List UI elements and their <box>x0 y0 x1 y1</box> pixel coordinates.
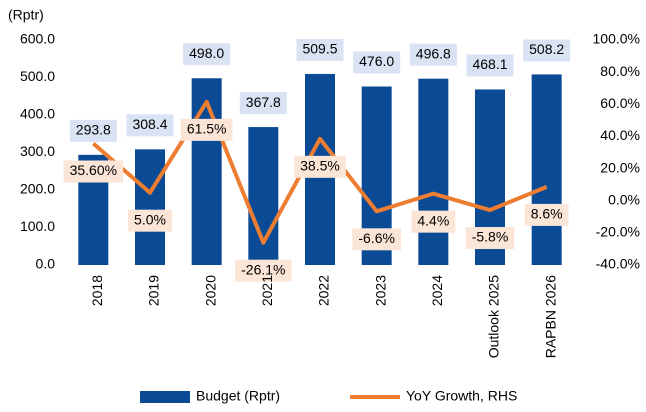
y2-tick-label: 20.0% <box>600 159 640 175</box>
y-tick-label: 0.0 <box>36 256 56 272</box>
legend-label: Budget (Rptr) <box>196 388 280 404</box>
y2-tick-label: -40.0% <box>596 256 640 272</box>
bar-label-box <box>466 54 514 77</box>
y2-tick-label: 40.0% <box>600 127 640 143</box>
x-tick-label: 2021 <box>259 275 275 306</box>
bar-label: 293.8 <box>76 122 111 138</box>
line-label-box <box>294 155 346 178</box>
line-label-box <box>180 118 233 141</box>
bar-label: 468.1 <box>472 56 507 72</box>
legend-label: YoY Growth, RHS <box>406 388 517 404</box>
line-label-box <box>63 160 124 183</box>
bar-label: 476.0 <box>359 53 394 69</box>
x-tick-label: 2022 <box>316 275 332 306</box>
y-tick-label: 300.0 <box>20 143 55 159</box>
y-tick-label: 500.0 <box>20 68 55 84</box>
bar-label: 498.0 <box>189 45 224 61</box>
bar <box>418 78 449 265</box>
bar-label-box <box>523 39 571 62</box>
bar-label-box <box>239 92 287 115</box>
y-tick-label: 600.0 <box>20 31 55 47</box>
y-tick-label: 200.0 <box>20 181 55 197</box>
x-tick-label: RAPBN 2026 <box>542 275 558 358</box>
y2-tick-label: 80.0% <box>600 63 640 79</box>
line-label: 4.4% <box>417 212 449 228</box>
bar-label-box <box>69 119 117 142</box>
bar <box>531 74 562 265</box>
line-label-box <box>128 209 172 232</box>
bar-label: 508.2 <box>529 41 564 57</box>
bar-label-box <box>409 43 457 66</box>
legend-swatch <box>140 391 190 403</box>
x-tick-label: 2019 <box>146 275 162 306</box>
line-label-box <box>411 210 456 233</box>
bar-label-box <box>353 51 401 74</box>
bar <box>135 149 165 265</box>
y2-tick-label: -20.0% <box>596 224 640 240</box>
x-tick-label: 2023 <box>372 275 388 306</box>
bar <box>191 78 222 265</box>
x-tick-label: 2024 <box>429 275 445 306</box>
y-tick-label: 100.0 <box>20 218 55 234</box>
x-tick-label: Outlook 2025 <box>486 275 502 358</box>
bar-label: 308.4 <box>132 116 167 132</box>
y2-tick-label: 0.0% <box>608 191 640 207</box>
x-tick-label: 2020 <box>202 275 218 306</box>
bar-label: 367.8 <box>246 94 281 110</box>
line-label-box <box>465 227 515 250</box>
y2-tick-label: 100.0% <box>593 31 640 47</box>
growth-line <box>92 99 548 245</box>
line-label-box <box>352 228 401 251</box>
line-label: -5.8% <box>472 229 509 245</box>
y-axis-label: (Rptr) <box>8 7 44 23</box>
line-label: 5.0% <box>134 211 166 227</box>
line-label: 61.5% <box>187 121 227 137</box>
x-tick-label: 2018 <box>89 275 105 306</box>
line-label: -26.1% <box>241 261 285 277</box>
line-label-box <box>524 203 569 226</box>
bar-label: 496.8 <box>416 45 451 61</box>
line-label: -6.6% <box>358 230 395 246</box>
bar-label-box <box>296 38 344 61</box>
y-tick-label: 400.0 <box>20 106 55 122</box>
bar-label-box <box>126 114 174 137</box>
bar-label: 509.5 <box>302 41 337 57</box>
line-label: 35.60% <box>70 162 117 178</box>
line-label-box <box>235 259 292 282</box>
line-label: 8.6% <box>531 206 563 222</box>
line-label: 38.5% <box>300 158 340 174</box>
bar-label-box <box>183 43 231 66</box>
y2-tick-label: 60.0% <box>600 95 640 111</box>
